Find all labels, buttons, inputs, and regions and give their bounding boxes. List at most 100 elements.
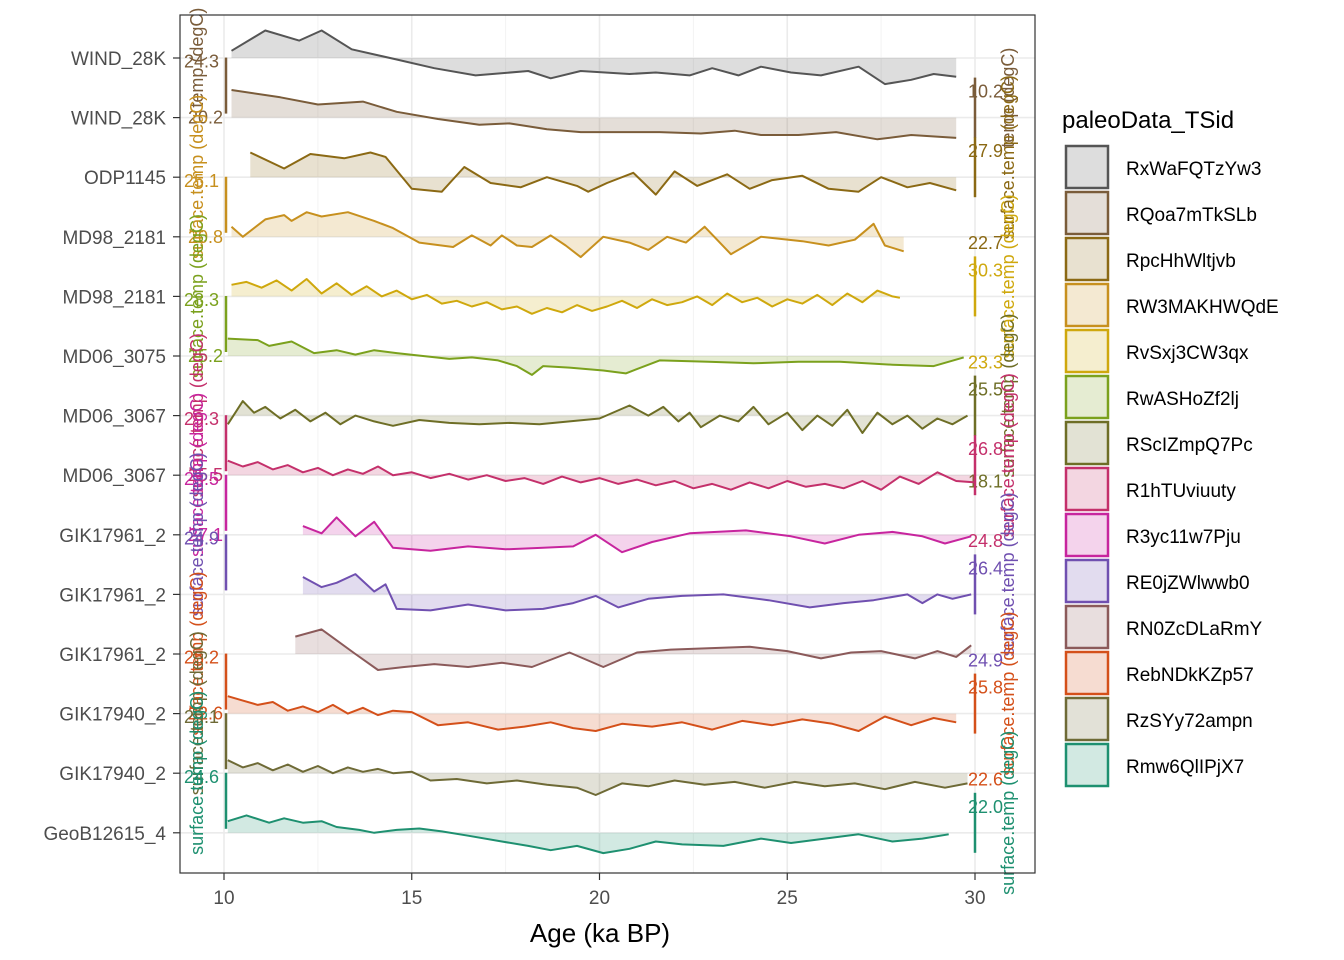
right-bracket-label: 10.2 [968, 82, 1003, 102]
right-bracket-label: 25.5 [968, 380, 1003, 400]
legend-item: Rmw6QlIPjX7 [1064, 742, 1244, 788]
legend-label: RScIZmpQ7Pc [1126, 435, 1253, 456]
legend-label: RE0jZWlwwb0 [1126, 573, 1250, 594]
legend-item: RE0jZWlwwb0 [1064, 558, 1250, 604]
legend-label: RebNDkKZp57 [1126, 665, 1254, 686]
legend-item: RN0ZcDLaRmY [1064, 604, 1263, 650]
series-line [249, 151, 957, 196]
x-tick-label: 20 [589, 888, 610, 909]
left-bracket-label: 20.2 [188, 108, 223, 128]
series-area [231, 279, 900, 314]
legend-label: RQoa7mTkSLb [1126, 205, 1257, 226]
left-axis-title: surface.temp (degC) [187, 393, 207, 557]
legend-label: R3yc11w7Pju [1126, 527, 1241, 548]
legend-label: RpcHhWltjvb [1126, 251, 1236, 272]
series-line [227, 814, 949, 855]
legend-label: RzSYy72ampn [1126, 711, 1253, 732]
legend-key [1064, 466, 1110, 512]
series-area [227, 815, 949, 854]
right-bracket-label: 22.0 [968, 797, 1003, 817]
left-bracket-label: 29.1 [184, 707, 219, 727]
x-tick-label: 25 [777, 888, 798, 909]
y-tick-label: GIK17961_2 [59, 645, 166, 666]
left-axis-title: surface.temp (degC) [187, 95, 207, 259]
right-axis-title: surface.temp (degC) [998, 612, 1018, 776]
y-tick-label: MD06_3067 [62, 407, 166, 428]
right-axis-title: surface.temp (degC) [998, 373, 1018, 537]
legend-item: RwASHoZf2lj [1064, 374, 1239, 420]
left-bracket-label: 22.6 [188, 704, 223, 724]
y-tick-label: WIND_28K [71, 109, 166, 130]
left-bracket-label: 25.2 [184, 648, 219, 668]
legend-key [1064, 144, 1110, 190]
right-bracket-label: 27.9 [968, 141, 1003, 161]
right-bracket-label: 24.9 [968, 650, 1003, 670]
legend: paleoData_TSid RxWaFQTzYw3 RQoa7mTkSLb Rpc… [1062, 107, 1279, 788]
left-bracket-label: 24.9 [184, 528, 219, 548]
legend-key [1064, 282, 1110, 328]
legend-item: RxWaFQTzYw3 [1064, 144, 1261, 190]
left-axis-title: surface.temp (degC) [187, 333, 207, 497]
right-bracket-label: 26.4 [968, 558, 1003, 578]
series-line [226, 400, 969, 434]
y-tick-label: WIND_28K [71, 49, 166, 70]
series-area [250, 152, 957, 195]
left-bracket-label: 28.5 [184, 469, 219, 489]
left-axis-title: surface.temp (degC) [187, 631, 207, 795]
legend-title: paleoData_TSid [1062, 107, 1234, 134]
series-area [227, 338, 964, 375]
series-area [231, 90, 957, 140]
series-line [230, 29, 957, 86]
series-area [231, 30, 957, 85]
legend-label: RvSxj3CW3qx [1126, 343, 1249, 364]
legend-item: RvSxj3CW3qx [1064, 328, 1249, 374]
series-area [302, 574, 972, 611]
left-bracket-label: 25.5 [188, 465, 223, 485]
series-row-RN0ZcDLaRmY [295, 628, 972, 671]
right-axis-title: temp (degC) [998, 48, 1018, 148]
legend-label: RW3MAKHWQdE [1126, 297, 1279, 318]
left-bracket-label: 27.1 [188, 525, 223, 545]
x-axis-title: Age (ka BP) [530, 918, 670, 948]
right-axis-title: surface.temp (degC) [998, 75, 1018, 239]
legend-item: RebNDkKZp57 [1064, 650, 1254, 696]
series-line [302, 516, 972, 554]
x-tick-label: 30 [964, 888, 985, 909]
legend-item: RzSYy72ampn [1064, 696, 1253, 742]
legend-key [1064, 236, 1110, 282]
right-bracket-label: 22.7 [968, 233, 1003, 253]
right-bracket-label: 30.3 [968, 260, 1003, 280]
series-area [227, 760, 968, 795]
right-bracket-label: 18.1 [968, 472, 1003, 492]
right-bracket-label: 22.6 [968, 770, 1003, 790]
right-axis-title: surface.temp (degC) [998, 194, 1018, 358]
left-axis-title: temp (degC) [187, 8, 207, 108]
y-tick-label: GIK17961_2 [59, 526, 166, 547]
legend-item: RW3MAKHWQdE [1064, 282, 1279, 328]
legend-key [1064, 420, 1110, 466]
legend-label: Rmw6QlIPjX7 [1126, 757, 1244, 778]
left-bracket-label: 24.3 [184, 52, 219, 72]
legend-key [1064, 650, 1110, 696]
legend-label: R1hTUviuuty [1126, 481, 1236, 502]
legend-label: RN0ZcDLaRmY [1126, 619, 1263, 640]
legend-item: RpcHhWltjvb [1064, 236, 1236, 282]
x-tick-label: 15 [401, 888, 422, 909]
legend-key [1064, 190, 1110, 236]
legend-item: RQoa7mTkSLb [1064, 190, 1257, 236]
right-bracket-label: 26.8 [968, 439, 1003, 459]
series-area [295, 629, 972, 670]
left-axis-title: surface.temp (degC) [187, 691, 207, 855]
left-axis-title: surface.temp (degC) [187, 572, 207, 736]
y-tick-label: GeoB12615_4 [43, 824, 166, 845]
legend-key [1064, 558, 1110, 604]
